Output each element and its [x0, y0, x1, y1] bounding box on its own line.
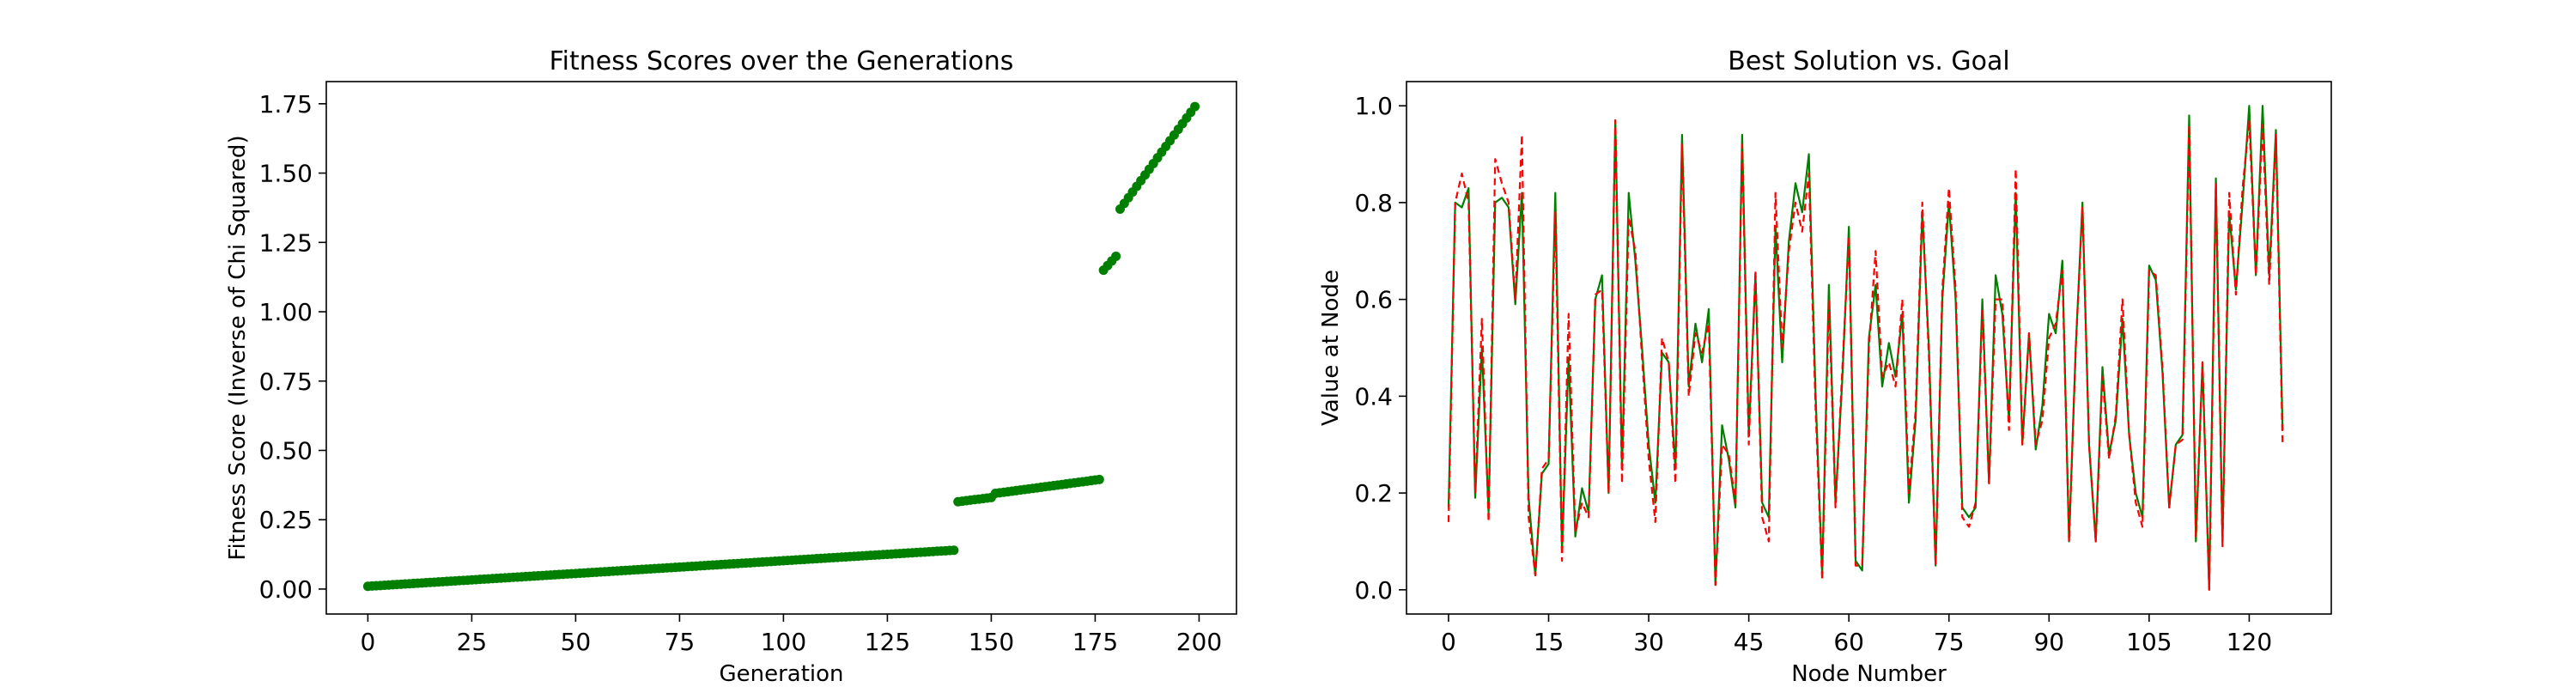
y-tick-label: 1.75	[259, 90, 313, 119]
x-tick-label: 125	[865, 628, 910, 656]
y-tick-label: 0.00	[259, 575, 313, 604]
x-tick-label: 120	[2227, 628, 2272, 656]
x-axis-label: Node Number	[1791, 661, 1947, 687]
y-tick-label: 0.0	[1354, 576, 1393, 605]
x-tick-label: 45	[1734, 628, 1765, 656]
x-tick-label: 75	[665, 628, 696, 656]
x-tick-label: 200	[1176, 628, 1222, 656]
x-tick-label: 105	[2126, 628, 2172, 656]
y-tick-label: 0.8	[1354, 189, 1393, 217]
data-point	[949, 545, 959, 556]
plot-frame	[1406, 81, 2332, 615]
y-tick-label: 1.0	[1354, 92, 1393, 120]
x-tick-label: 0	[360, 628, 375, 656]
goal-line	[1447, 119, 2284, 591]
y-axis-label: Fitness Score (Inverse of Chi Squared)	[225, 135, 251, 560]
y-tick-label: 0.75	[259, 368, 313, 396]
chart-title: Fitness Scores over the Generations	[550, 46, 1014, 76]
x-tick-label: 25	[457, 628, 488, 656]
data-point	[1190, 101, 1200, 112]
data-point	[1094, 474, 1104, 484]
x-tick-label: 50	[561, 628, 592, 656]
y-tick-label: 1.50	[259, 160, 313, 188]
data-point	[1111, 251, 1121, 261]
best-solution-line	[1447, 105, 2284, 591]
y-tick-label: 0.6	[1354, 286, 1393, 314]
x-tick-label: 150	[969, 628, 1014, 656]
y-tick-label: 0.25	[259, 506, 313, 534]
x-tick-label: 175	[1072, 628, 1118, 656]
solution-chart: Best Solution vs. Goal Node Number Value…	[1318, 46, 2332, 687]
x-tick-label: 75	[1934, 628, 1965, 656]
y-tick-label: 0.2	[1354, 479, 1393, 508]
y-axis-label: Value at Node	[1318, 270, 1344, 426]
x-tick-label: 60	[1833, 628, 1864, 656]
chart-title: Best Solution vs. Goal	[1728, 46, 2010, 76]
y-tick-label: 1.25	[259, 228, 313, 257]
y-tick-label: 0.4	[1354, 382, 1393, 410]
x-tick-label: 90	[2033, 628, 2064, 656]
x-tick-label: 30	[1633, 628, 1664, 656]
x-axis-label: Generation	[719, 661, 843, 687]
y-tick-label: 0.50	[259, 436, 313, 465]
fitness-chart: Fitness Scores over the Generations Gene…	[225, 46, 1237, 687]
x-tick-label: 15	[1534, 628, 1564, 656]
plot-frame	[325, 81, 1237, 615]
y-tick-label: 1.00	[259, 298, 313, 326]
x-tick-label: 100	[761, 628, 806, 656]
x-tick-label: 0	[1441, 628, 1456, 656]
